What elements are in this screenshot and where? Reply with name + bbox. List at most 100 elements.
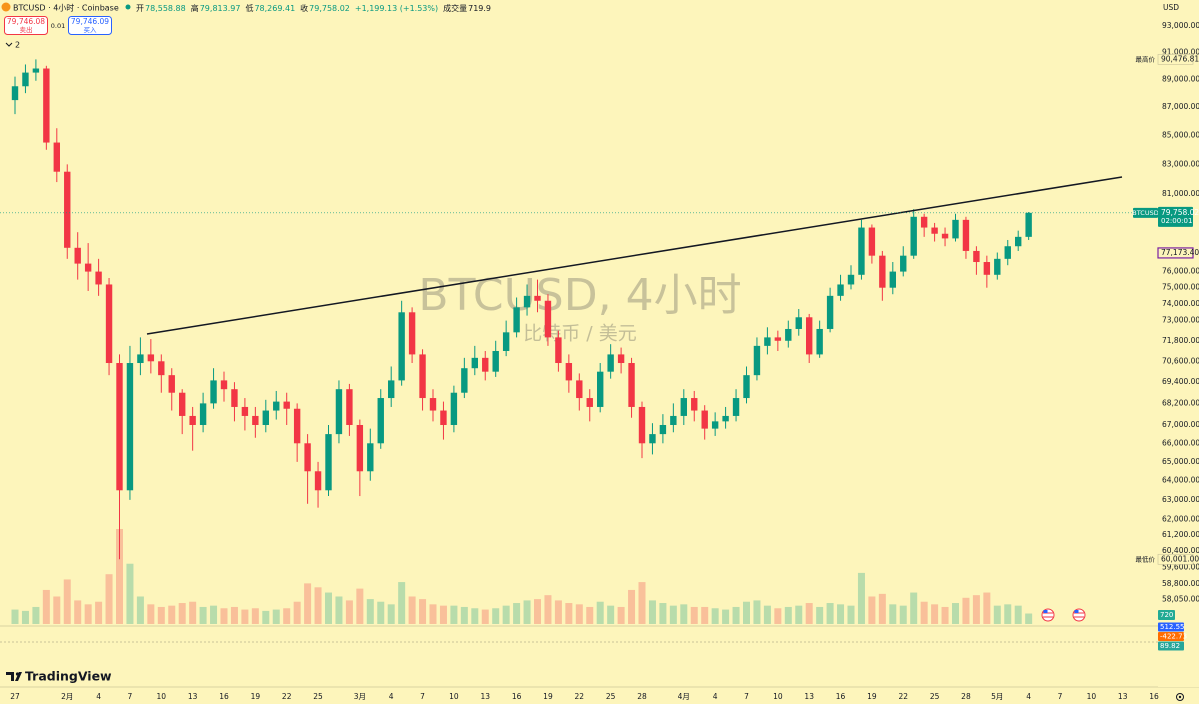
last-price-tag xyxy=(1158,206,1193,227)
x-tick-label: 5月 xyxy=(991,692,1003,701)
candle-body xyxy=(785,328,792,341)
candle-body xyxy=(189,415,196,425)
volume-bar xyxy=(523,600,531,624)
x-tick-label: 4 xyxy=(389,692,394,701)
candle-body xyxy=(199,403,207,425)
x-tick-label: 13 xyxy=(804,692,814,701)
volume-bar xyxy=(419,599,427,624)
extreme-tag-label: 60,001.00 xyxy=(1161,554,1199,563)
candle-body xyxy=(994,258,1001,275)
volume-bar xyxy=(272,609,280,624)
symbol-tag-label: BTCUSD xyxy=(1132,209,1158,217)
candle-body xyxy=(659,424,667,435)
volume-bar xyxy=(293,601,301,624)
volume-bar xyxy=(189,601,197,624)
volume-bar xyxy=(837,604,845,624)
volume-bar xyxy=(763,605,771,624)
x-tick-label: 19 xyxy=(543,692,553,701)
candle-body xyxy=(753,345,761,376)
volume-bar xyxy=(1025,613,1033,624)
x-tick-label: 13 xyxy=(480,692,490,701)
candle-body xyxy=(1025,212,1032,237)
symbol-title[interactable]: BTCUSD · 4小时 · Coinbase xyxy=(13,3,119,13)
volume-bar xyxy=(366,599,374,624)
event-flag[interactable] xyxy=(1041,608,1055,622)
x-tick-label: 13 xyxy=(188,692,198,701)
candle-body xyxy=(346,389,353,425)
x-tick-label: 25 xyxy=(606,692,616,701)
volume-bar xyxy=(335,596,343,624)
candle-body xyxy=(105,284,113,364)
y-tick-label: 87,000.00 xyxy=(1162,102,1199,111)
y-tick-label: 91,000.00 xyxy=(1162,47,1199,56)
volume-bar xyxy=(910,592,918,624)
candle-body xyxy=(806,317,813,355)
volume-bar xyxy=(439,605,447,624)
volume-bar xyxy=(774,608,782,624)
volume-bar xyxy=(460,606,468,624)
sell-button[interactable]: 79,746.08 卖出 xyxy=(4,16,48,35)
candle-body xyxy=(732,398,740,416)
event-flag[interactable] xyxy=(1072,608,1086,622)
volume-bar xyxy=(1014,605,1022,624)
x-tick-label: 19 xyxy=(867,692,877,701)
volume-bar xyxy=(575,604,583,624)
volume-tag-label: 720 xyxy=(1160,611,1173,619)
volume-bar xyxy=(952,603,959,624)
candle-body xyxy=(293,408,301,444)
y-tick-label: 61,200.00 xyxy=(1162,530,1199,539)
candle-body xyxy=(607,354,614,372)
candle-body xyxy=(701,410,708,429)
ohlc-value: 78,558.88 xyxy=(145,4,186,13)
extreme-tag xyxy=(1157,54,1194,65)
y-tick-label: 64,000.00 xyxy=(1162,476,1199,485)
trend-line[interactable] xyxy=(146,176,1123,335)
volume-bar xyxy=(993,605,1001,624)
y-tick-label: 69,400.00 xyxy=(1162,377,1199,386)
candle-body xyxy=(983,262,991,275)
volume-bar xyxy=(105,574,113,624)
macd-tag-label: 89.82 xyxy=(1160,642,1180,650)
price-axis: 93,000.00 91,000.00 89,000.00 87,000.00 85,0… xyxy=(1158,14,1199,687)
volume-bar xyxy=(920,601,928,624)
y-tick-label: 58,050.00 xyxy=(1162,595,1199,604)
volume-bar xyxy=(492,608,500,624)
y-tick-label: 83,000.00 xyxy=(1162,159,1199,168)
candle-body xyxy=(11,86,19,101)
candle-body xyxy=(335,389,343,435)
x-tick-label: 22 xyxy=(575,692,585,701)
volume-bar xyxy=(868,596,876,624)
x-tick-label: 16 xyxy=(1149,692,1159,701)
volume-bar xyxy=(21,610,29,624)
volume-bar xyxy=(690,606,698,624)
volume-bar xyxy=(701,606,709,624)
volume-bar xyxy=(241,609,249,624)
volume-bar xyxy=(230,606,238,624)
candle-body xyxy=(743,375,750,399)
currency-unit[interactable]: USD xyxy=(1163,3,1179,12)
volume-bar xyxy=(544,595,552,624)
volume-bar xyxy=(74,600,82,624)
volume-bar xyxy=(648,600,656,624)
candle-body xyxy=(168,375,175,393)
volume-bar xyxy=(168,605,176,624)
x-tick-label: 25 xyxy=(313,692,323,701)
ohlc-label: 低 xyxy=(245,3,253,13)
candle-body xyxy=(774,337,782,341)
buy-button[interactable]: 79,746.09 买入 xyxy=(68,16,112,35)
x-tick-label: 4 xyxy=(96,692,101,701)
candle-body xyxy=(941,233,949,239)
volume-bar xyxy=(586,606,594,624)
candle-body xyxy=(837,284,844,296)
settings-button[interactable] xyxy=(1176,693,1184,701)
candle-body xyxy=(816,328,823,355)
ohlc-value: 78,269.41 xyxy=(254,4,295,13)
volume-bar xyxy=(753,600,761,624)
candle-body xyxy=(962,219,970,251)
x-tick-label: 7 xyxy=(1058,692,1063,701)
y-tick-label: 74,000.00 xyxy=(1162,299,1199,308)
x-tick-label: 16 xyxy=(512,692,522,701)
indicators-toggle[interactable] xyxy=(5,42,13,47)
volume-bar xyxy=(157,606,165,624)
